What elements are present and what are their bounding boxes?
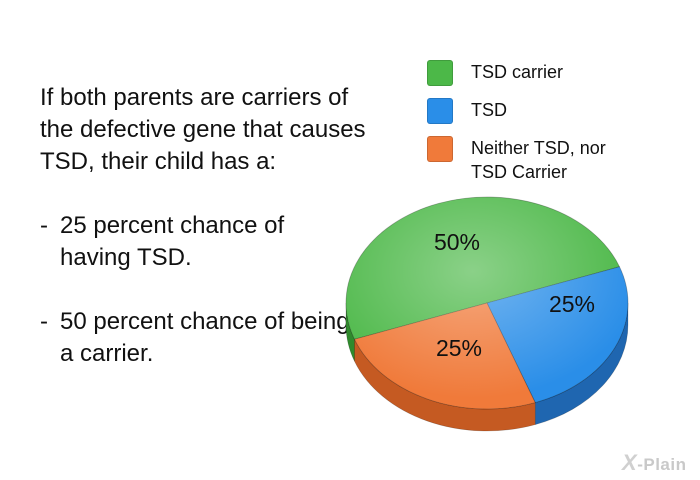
legend-item-neither: Neither TSD, nor TSD Carrier: [427, 136, 606, 184]
intro-paragraph: If both parents are carriers of the defe…: [40, 84, 366, 175]
legend-swatch: [427, 136, 453, 162]
bullet-being-carrier: - 50 percent chance of being a carrier.: [40, 306, 380, 370]
legend-label: TSD carrier: [471, 62, 564, 82]
xplain-logo: X-Plain: [622, 450, 687, 475]
legend-item-tsd: TSD: [427, 98, 606, 124]
bullet-text: 50 percent chance of being a carrier.: [60, 308, 350, 367]
bullet-text: 25 percent chance of having TSD.: [60, 212, 285, 271]
bullet-dash: -: [40, 212, 48, 239]
legend-swatch: [427, 98, 453, 124]
legend-label: TSD: [471, 100, 507, 120]
legend-item-tsd-carrier: TSD carrier: [427, 60, 606, 86]
legend-label: Neither TSD, nor TSD Carrier: [471, 138, 606, 182]
legend-swatch: [427, 60, 453, 86]
bullet-dash: -: [40, 308, 48, 335]
pie-data-label: 25%: [549, 291, 595, 317]
chart-legend: TSD carrier TSD Neither TSD, nor TSD Car…: [427, 60, 606, 196]
pie-data-label: 25%: [436, 335, 482, 361]
bullet-having-tsd: - 25 percent chance of having TSD.: [40, 210, 380, 274]
pie-data-label: 50%: [434, 229, 480, 255]
explanation-text: If both parents are carriers of the defe…: [40, 82, 380, 402]
